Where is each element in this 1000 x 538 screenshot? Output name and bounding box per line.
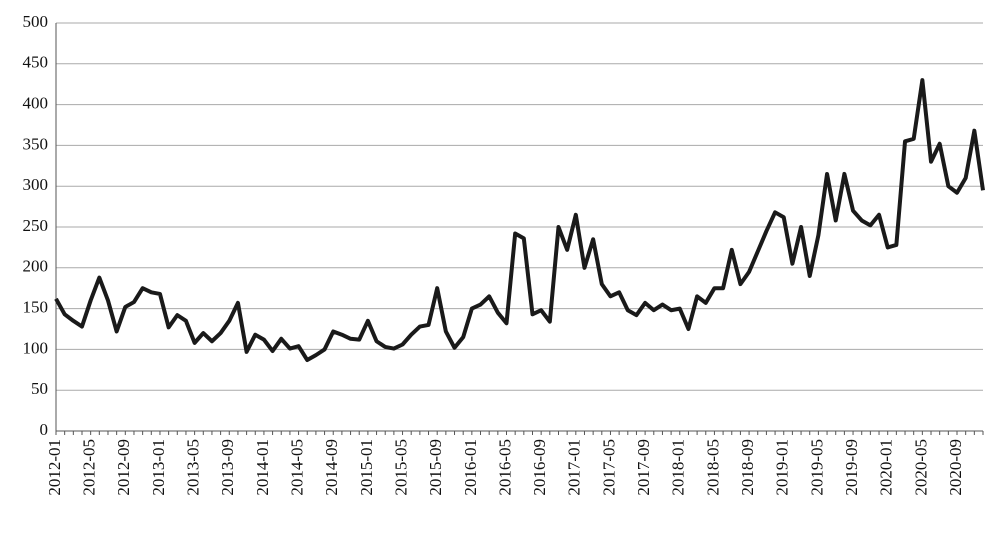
y-tick-label: 350 <box>23 134 49 153</box>
line-series <box>54 78 985 363</box>
y-tick-label: 200 <box>23 257 49 276</box>
y-tick-label: 150 <box>23 298 49 317</box>
x-tick-label: 2019-01 <box>773 439 792 496</box>
x-tick-label: 2016-01 <box>461 439 480 496</box>
x-tick-label: 2015-05 <box>391 439 410 496</box>
x-tick-label: 2018-05 <box>703 439 722 496</box>
y-tick-label: 300 <box>23 175 49 194</box>
x-tick-label: 2014-05 <box>287 439 306 496</box>
x-tick-label: 2017-05 <box>599 439 618 496</box>
x-tick-label: 2014-01 <box>253 439 272 496</box>
x-tick-label: 2018-09 <box>738 439 757 496</box>
x-tick-label: 2013-01 <box>149 439 168 496</box>
y-tick-label: 100 <box>23 338 49 357</box>
x-tick-label: 2017-01 <box>565 439 584 496</box>
x-tick-label: 2020-01 <box>877 439 896 496</box>
x-tick-label: 2013-05 <box>184 439 203 496</box>
x-tick-label: 2016-09 <box>530 439 549 496</box>
x-tick-label: 2016-05 <box>495 439 514 496</box>
x-tick-label: 2019-09 <box>842 439 861 496</box>
x-tick-label: 2015-01 <box>357 439 376 496</box>
x-tick-label: 2017-09 <box>634 439 653 496</box>
x-tick-label: 2018-01 <box>669 439 688 496</box>
y-tick-label: 50 <box>31 379 48 398</box>
x-tick-label: 2015-09 <box>426 439 445 496</box>
y-tick-label: 0 <box>40 420 49 439</box>
x-tick-label: 2012-01 <box>45 439 64 496</box>
y-tick-label: 400 <box>23 94 49 113</box>
x-tick-label: 2012-05 <box>80 439 99 496</box>
x-tick-label: 2019-05 <box>807 439 826 496</box>
x-tick-label: 2013-09 <box>218 439 237 496</box>
y-tick-label: 450 <box>23 53 49 72</box>
x-tick-label: 2020-05 <box>911 439 930 496</box>
y-tick-label: 250 <box>23 216 49 235</box>
x-tick-label: 2020-09 <box>946 439 965 496</box>
x-tick-label: 2012-09 <box>114 439 133 496</box>
y-tick-label: 500 <box>23 12 49 31</box>
x-tick-label: 2014-09 <box>322 439 341 496</box>
